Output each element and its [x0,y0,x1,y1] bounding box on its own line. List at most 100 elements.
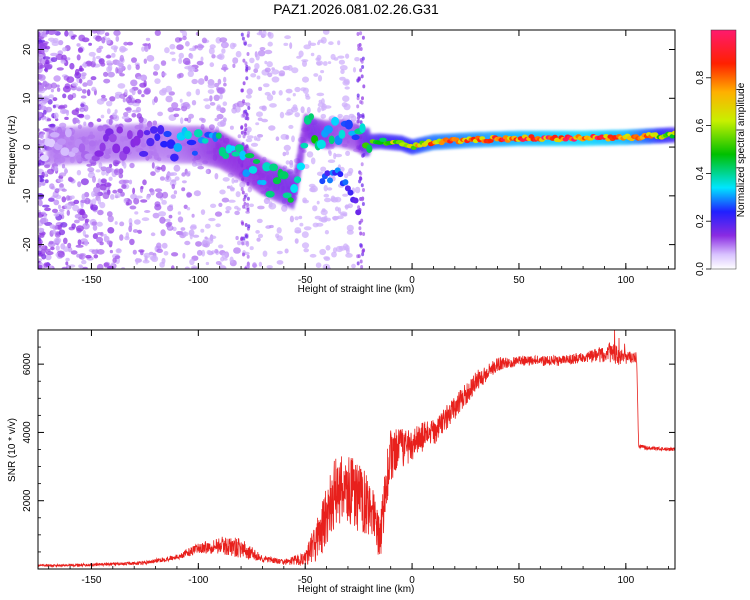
spectrogram-speckle [159,216,166,224]
snr-x-ticks: -150 -100 -50 0 50 100 [48,330,669,586]
spectrogram-speckle [178,52,184,59]
spectrogram-speckle [316,54,322,61]
spectrogram-speckle [183,231,187,237]
spectrogram-speckle [129,162,135,169]
spectrogram-speckle [52,104,56,109]
spectrogram-speckle [306,106,311,114]
spectrogram-streak-dot [360,59,364,64]
spectrogram-speckle [141,217,150,222]
spectrogram-speckle [38,128,41,132]
spectrogram-speckle [181,180,187,184]
spectrogram-streak-dot [241,241,245,246]
spectrogram-speckle [45,45,51,50]
spectrogram-speckle [204,75,209,82]
spectrogram-ridge-blob [348,130,357,136]
spectrogram-speckle [154,78,161,84]
spectrogram-streak-dot [357,46,361,51]
spectrogram-speckle [109,96,116,102]
spectrogram-speckle [192,234,200,238]
spectrogram-speckle [333,152,337,160]
spectrogram-speckle [268,202,277,210]
spectrogram-speckle [80,199,88,204]
spectrogram-speckle [50,57,58,63]
spectrogram-speckle [235,50,242,58]
spectrogram-speckle [303,248,310,253]
spectrogram-speckle [167,205,174,212]
spectrogram-speckle [50,246,55,251]
spectrogram-speckle [321,208,326,213]
spectrogram-ridge-blob [154,133,161,142]
spectrogram-speckle [125,201,130,206]
spectrogram-speckle [177,216,184,223]
spectrogram-speckle [189,233,193,240]
spectrogram-speckle [61,266,68,269]
spectrogram-speckle [257,117,263,121]
spectrogram-speckle [168,214,173,219]
spectrogram-speckle [42,30,47,34]
spectrogram-speckle [124,107,132,111]
spectrogram-streak-dot [240,125,244,130]
spectrogram-speckle [294,112,301,118]
spectrogram-ridge-blob [163,130,172,138]
spectrogram-speckle [184,240,191,246]
spectrogram-speckle [49,183,55,190]
spectrogram-speckle [64,30,69,37]
spectrogram-speckle [346,171,353,177]
spectrogram-speckle [44,83,53,90]
spectrogram-speckle [54,188,60,194]
spectrogram-speckle [101,170,106,176]
spectrogram-speckle [91,30,97,34]
spectrogram-speckle [161,72,167,76]
colorbar-label: Normalized spectral amplitude [736,82,747,217]
spectrogram-speckle [214,117,219,122]
spectrogram-speckle [288,124,294,129]
spectrogram-speckle [119,221,125,227]
spectrogram-speckle [169,43,176,50]
spectrogram-speckle [197,165,204,170]
y-tick-label: 2000 [22,489,33,512]
spectrogram-speckle [232,57,239,64]
spectrogram-streak-dot [240,130,244,135]
spectrogram-speckle [118,173,124,179]
spectrogram-speckle [46,168,55,175]
spectrogram-speckle [219,119,227,127]
spectrogram-speckle [170,194,176,199]
spectrogram-speckle [320,113,327,119]
spectrogram-speckle [92,56,96,63]
spectrogram-speckle [284,111,292,116]
spectrogram-ridge-blob [487,138,494,143]
spectrogram-speckle [166,172,175,177]
spectrogram-ridge-blob [71,147,79,154]
spectrogram-speckle [86,89,91,97]
spectrogram-speckle [208,217,216,222]
spectrogram-streak-dot [245,234,248,239]
spectrogram-streak-dot [243,201,247,206]
spectrogram-ridge-blob [231,151,241,157]
spectrogram-speckle [60,108,68,115]
spectrogram-speckle [216,87,225,94]
spectrogram-ridge-blob [279,171,289,180]
spectrogram-speckle [171,183,176,190]
spectrogram-speckle [181,187,186,192]
spectrogram-speckle [327,61,332,65]
spectrogram-speckle [193,190,201,197]
spectrogram-speckle [96,236,104,243]
spectrogram-ridge-blob [338,129,346,139]
spectrogram-streak-dot [358,226,362,231]
spectrogram-speckle [252,262,257,268]
x-tick-label: -100 [188,275,208,286]
spectrogram-speckle [214,173,219,180]
spectrogram-speckle [150,189,155,196]
spectrogram-speckle [322,61,328,66]
spectrogram-speckle [88,51,96,57]
spectrogram-speckle [323,257,331,261]
spectrogram-speckle [112,112,117,118]
spectrogram-ridge-blob [359,123,366,133]
spectrogram-speckle [271,67,275,71]
spectrogram-speckle [101,94,106,99]
spectrogram-speckle [129,205,137,210]
spectrogram-speckle [115,67,119,74]
spectrogram-branch-blob [324,170,331,177]
spectrogram-speckle [111,52,116,58]
spectrogram-ridge-blob [344,119,353,130]
